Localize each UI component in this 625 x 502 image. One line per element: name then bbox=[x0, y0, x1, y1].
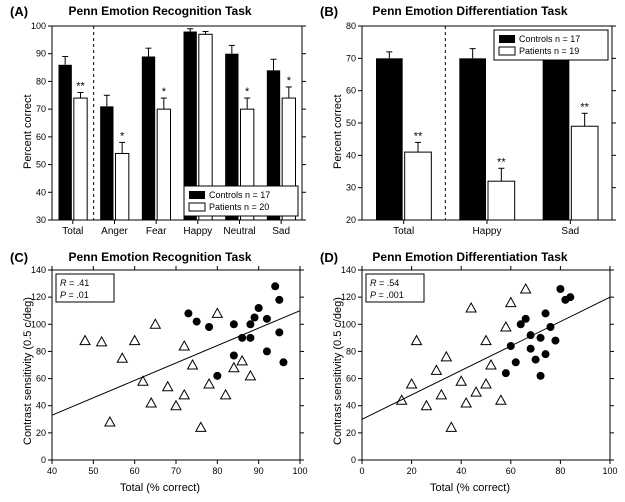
svg-text:Controls n = 17: Controls n = 17 bbox=[209, 190, 270, 200]
svg-text:70: 70 bbox=[36, 104, 46, 114]
svg-text:Anger: Anger bbox=[101, 226, 128, 237]
svg-text:R = .41: R = .41 bbox=[60, 278, 89, 288]
svg-text:40: 40 bbox=[346, 150, 356, 160]
panel-c: (C) Penn Emotion Recognition Task Contra… bbox=[10, 250, 310, 498]
svg-text:80: 80 bbox=[36, 346, 46, 356]
svg-text:Sad: Sad bbox=[561, 226, 579, 237]
svg-text:R = .54: R = .54 bbox=[370, 278, 399, 288]
svg-text:60: 60 bbox=[506, 466, 516, 476]
svg-text:70: 70 bbox=[171, 466, 181, 476]
svg-text:80: 80 bbox=[555, 466, 565, 476]
svg-text:60: 60 bbox=[346, 374, 356, 384]
svg-text:60: 60 bbox=[36, 374, 46, 384]
svg-text:Fear: Fear bbox=[146, 226, 167, 237]
svg-text:40: 40 bbox=[47, 466, 57, 476]
svg-text:P = .001: P = .001 bbox=[370, 290, 404, 300]
svg-text:60: 60 bbox=[346, 86, 356, 96]
svg-text:*: * bbox=[245, 86, 250, 98]
panel-a: (A) Penn Emotion Recognition Task Percen… bbox=[10, 4, 310, 244]
svg-text:140: 140 bbox=[341, 265, 356, 275]
svg-text:20: 20 bbox=[407, 466, 417, 476]
svg-text:100: 100 bbox=[31, 319, 46, 329]
svg-text:120: 120 bbox=[341, 292, 356, 302]
svg-text:Controls n = 17: Controls n = 17 bbox=[519, 34, 580, 44]
svg-text:Neutral: Neutral bbox=[223, 226, 255, 237]
svg-text:100: 100 bbox=[602, 466, 617, 476]
svg-text:Happy: Happy bbox=[473, 226, 502, 237]
svg-text:80: 80 bbox=[346, 21, 356, 31]
svg-text:**: ** bbox=[497, 156, 506, 168]
panel-c-title: Penn Emotion Recognition Task bbox=[10, 250, 310, 264]
svg-text:60: 60 bbox=[36, 132, 46, 142]
panel-d: (D) Penn Emotion Differentiation Task Co… bbox=[320, 250, 620, 498]
svg-text:90: 90 bbox=[36, 49, 46, 59]
svg-text:**: ** bbox=[76, 81, 85, 93]
svg-text:Patients n = 20: Patients n = 20 bbox=[209, 202, 269, 212]
svg-text:30: 30 bbox=[346, 183, 356, 193]
panel-d-xlabel: Total (% correct) bbox=[320, 482, 620, 494]
svg-text:80: 80 bbox=[346, 346, 356, 356]
svg-text:Total: Total bbox=[62, 226, 83, 237]
svg-text:40: 40 bbox=[456, 466, 466, 476]
panel-b: (B) Penn Emotion Differentiation Task Pe… bbox=[320, 4, 620, 244]
svg-text:140: 140 bbox=[31, 265, 46, 275]
svg-text:**: ** bbox=[580, 101, 589, 113]
svg-text:20: 20 bbox=[36, 428, 46, 438]
svg-text:50: 50 bbox=[36, 160, 46, 170]
svg-text:Sad: Sad bbox=[272, 226, 290, 237]
svg-text:**: ** bbox=[414, 130, 423, 142]
panel-b-title: Penn Emotion Differentiation Task bbox=[320, 4, 620, 18]
svg-text:Total: Total bbox=[393, 226, 414, 237]
svg-text:Patients n = 19: Patients n = 19 bbox=[519, 46, 579, 56]
svg-text:100: 100 bbox=[341, 319, 356, 329]
svg-text:*: * bbox=[120, 130, 125, 142]
svg-text:40: 40 bbox=[36, 187, 46, 197]
svg-text:Happy: Happy bbox=[183, 226, 212, 237]
svg-text:80: 80 bbox=[36, 76, 46, 86]
svg-text:20: 20 bbox=[346, 215, 356, 225]
svg-text:0: 0 bbox=[359, 466, 364, 476]
svg-text:90: 90 bbox=[254, 466, 264, 476]
svg-text:100: 100 bbox=[292, 466, 307, 476]
panel-a-title: Penn Emotion Recognition Task bbox=[10, 4, 310, 18]
svg-text:30: 30 bbox=[36, 215, 46, 225]
svg-text:*: * bbox=[162, 86, 167, 98]
svg-text:50: 50 bbox=[88, 466, 98, 476]
svg-text:60: 60 bbox=[130, 466, 140, 476]
svg-text:P = .01: P = .01 bbox=[60, 290, 89, 300]
panel-c-xlabel: Total (% correct) bbox=[10, 482, 310, 494]
panel-d-title: Penn Emotion Differentiation Task bbox=[320, 250, 620, 264]
svg-text:20: 20 bbox=[346, 428, 356, 438]
svg-text:0: 0 bbox=[351, 455, 356, 465]
svg-text:40: 40 bbox=[36, 401, 46, 411]
svg-text:0: 0 bbox=[41, 455, 46, 465]
svg-text:80: 80 bbox=[212, 466, 222, 476]
svg-text:100: 100 bbox=[31, 21, 46, 31]
svg-text:40: 40 bbox=[346, 401, 356, 411]
svg-text:70: 70 bbox=[346, 53, 356, 63]
svg-text:*: * bbox=[287, 75, 292, 87]
svg-text:120: 120 bbox=[31, 292, 46, 302]
svg-text:50: 50 bbox=[346, 118, 356, 128]
